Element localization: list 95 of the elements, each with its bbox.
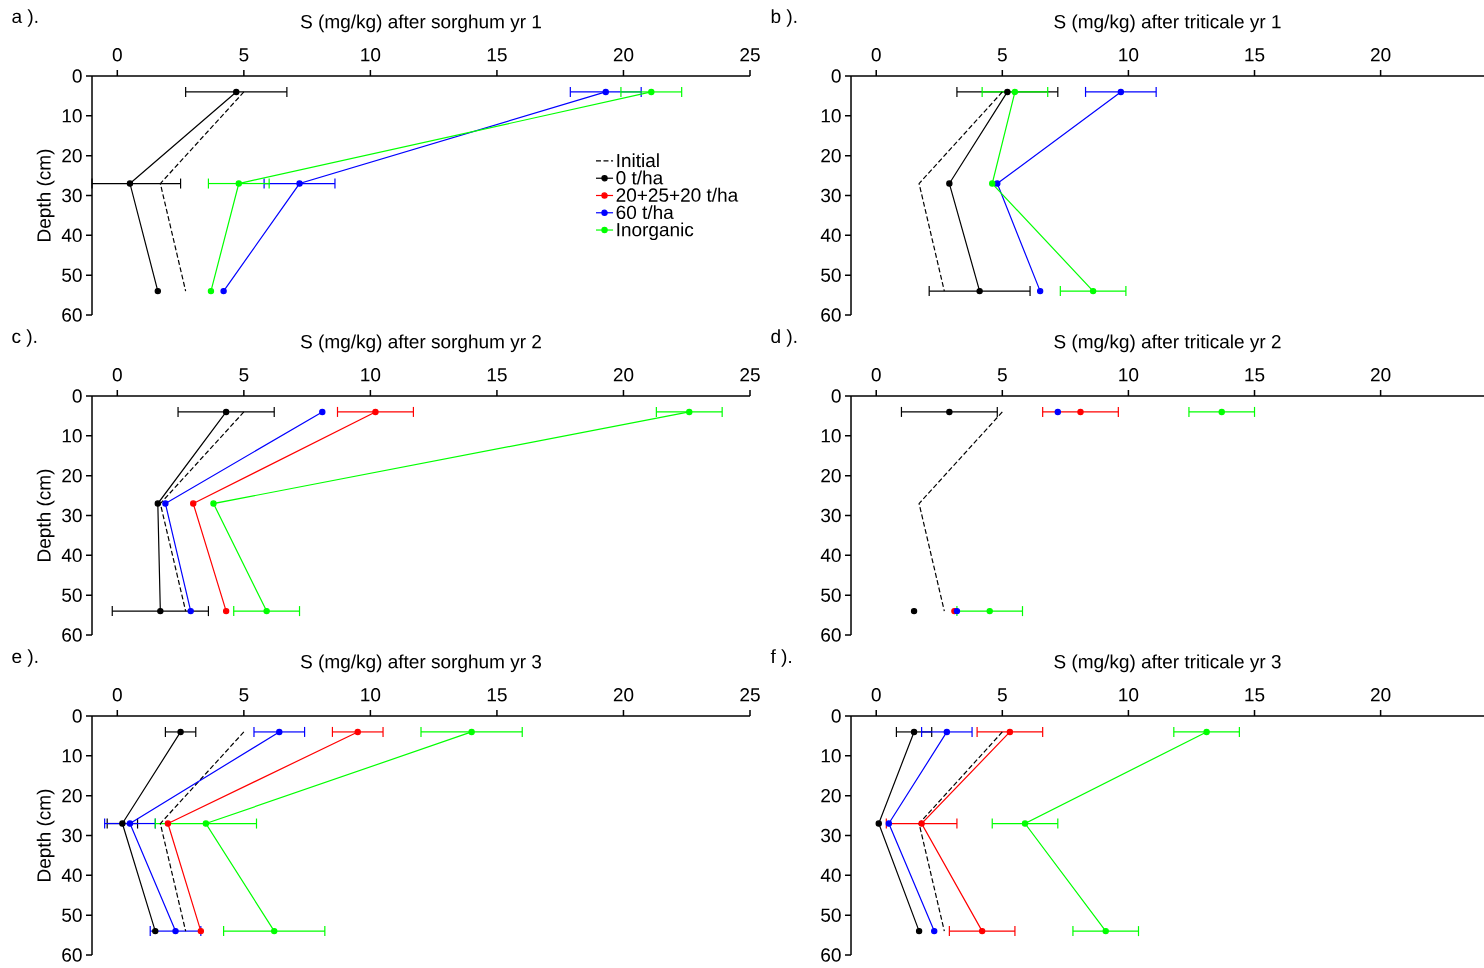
y-tick-label: 50 [62,908,82,922]
legend-label: 60 t/ha [616,205,674,220]
x-tick-label: 25 [740,48,760,62]
y-tick-label: 50 [62,588,82,602]
y-tick-label: 40 [61,548,82,563]
chart-title: e ). [12,649,38,667]
x-tick-label: 5 [997,368,1007,382]
x-tick-label: 20 [613,48,634,62]
x-tick-label: 15 [1245,688,1265,702]
y-tick-label: 40 [820,548,841,563]
y-tick-label: 40 [61,868,82,883]
x-tick-label: 5 [239,368,249,382]
y-tick-label: 20 [62,148,82,163]
x-axis-title: S (mg/kg) after triticale yr 2 [1054,334,1281,353]
y-tick-label: 20 [62,468,82,483]
y-tick-label: 0 [72,69,82,83]
y-tick-label: 10 [62,109,82,123]
x-tick-label: 0 [871,368,881,382]
x-tick-label: 0 [112,48,122,62]
y-tick-label: 50 [821,588,841,602]
y-tick-label: 40 [820,868,841,883]
chart-title: b ). [771,9,797,27]
y-tick-label: 0 [72,709,82,723]
x-tick-label: 0 [112,368,122,382]
x-tick-label: 5 [997,48,1007,62]
legend-label: 20+25+20 t/ha [616,187,739,202]
x-tick-label: 5 [239,688,249,702]
legend-label: Inorganic [617,222,694,241]
y-tick-label: 50 [62,268,82,282]
x-tick-label: 10 [1119,368,1139,382]
y-tick-label: 20 [821,788,841,803]
x-tick-label: 10 [361,48,381,62]
y-tick-label: 10 [62,749,82,763]
x-tick-label: 20 [613,688,634,702]
y-tick-label: 10 [821,429,841,443]
y-axis-title: Depth (cm) [36,469,55,561]
y-axis-title: Depth (cm) [36,789,55,881]
x-tick-label: 0 [112,688,122,702]
x-tick-label: 10 [1119,688,1139,702]
x-axis-title: S (mg/kg) after sorghum yr 3 [300,654,542,673]
x-tick-label: 25 [740,368,760,382]
y-tick-label: 0 [831,709,841,723]
x-tick-label: 20 [1371,688,1391,702]
y-tick-label: 10 [821,749,841,763]
y-tick-label: 60 [62,628,82,642]
y-tick-label: 40 [61,228,82,243]
y-tick-label: 60 [821,948,841,962]
y-tick-label: 30 [62,188,82,203]
x-tick-label: 5 [997,688,1007,702]
y-tick-label: 0 [72,389,82,403]
x-tick-label: 15 [487,368,507,382]
x-tick-label: 15 [1245,368,1265,382]
x-tick-label: 10 [1119,48,1139,62]
legend-label: Initial [617,153,659,168]
x-tick-label: 0 [871,688,881,702]
y-tick-label: 30 [821,188,841,203]
y-tick-label: 60 [821,308,841,322]
x-tick-label: 0 [871,48,881,62]
x-axis-title: S (mg/kg) after triticale yr 1 [1054,14,1281,33]
x-tick-label: 5 [239,48,249,62]
x-tick-label: 20 [1371,48,1391,62]
y-tick-label: 30 [821,828,841,843]
x-tick-label: 15 [487,48,507,62]
y-tick-label: 60 [62,308,82,322]
x-axis-title: S (mg/kg) after sorghum yr 2 [300,334,541,353]
y-tick-label: 30 [62,508,82,523]
y-tick-label: 10 [62,429,82,443]
chart-title: a ). [12,9,38,27]
x-axis-title: S (mg/kg) after triticale yr 3 [1054,654,1281,673]
y-tick-label: 20 [62,788,82,803]
y-tick-label: 60 [821,628,841,642]
x-tick-label: 10 [361,368,381,382]
y-tick-label: 30 [62,828,82,843]
y-tick-label: 20 [821,468,841,483]
legend-label: 0 t/ha [616,170,664,185]
x-axis-title: S (mg/kg) after sorghum yr 1 [300,14,541,33]
y-tick-label: 40 [820,228,841,243]
x-tick-label: 15 [1245,48,1265,62]
y-tick-label: 10 [821,109,841,123]
y-tick-label: 20 [821,148,841,163]
x-tick-label: 10 [361,688,381,702]
x-tick-label: 20 [613,368,634,382]
x-tick-label: 25 [740,688,760,702]
y-tick-label: 30 [821,508,841,523]
chart-title: c ). [12,329,37,347]
y-tick-label: 0 [831,69,841,83]
chart-title: d ). [771,329,797,347]
y-tick-label: 50 [821,268,841,282]
y-tick-label: 50 [821,908,841,922]
y-tick-label: 60 [62,948,82,962]
x-tick-label: 15 [487,688,507,702]
chart-title: f ). [770,649,791,667]
y-axis-title: Depth (cm) [36,149,55,241]
x-tick-label: 20 [1371,368,1391,382]
y-tick-label: 0 [831,389,841,403]
